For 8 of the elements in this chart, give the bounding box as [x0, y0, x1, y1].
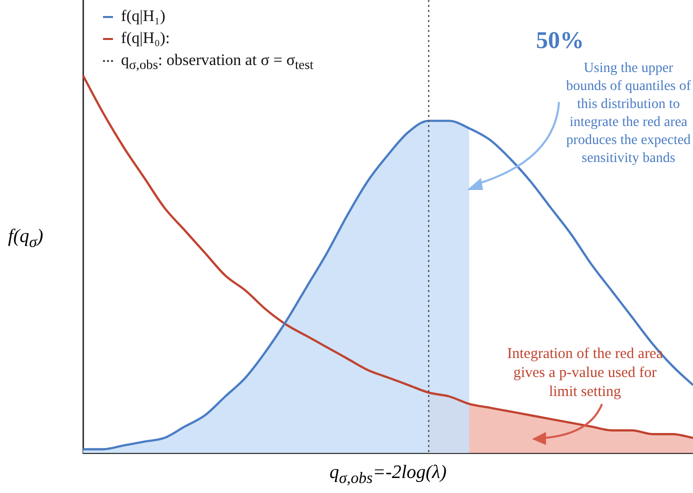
legend-label: f(q|H₁)	[121, 8, 166, 25]
x-axis-title: q$_{σ,obs}$=-2log(λ)	[328, 462, 448, 488]
legend-label: f(q|H₀):	[121, 30, 170, 47]
text: q$_{σ,obs}$: observation at σ = σ$_{test}$	[121, 52, 314, 72]
annotation: Using the upper bounds of quantiles of this distribution to integrate the red area produces the expected sensitivity bands	[566, 60, 691, 168]
annotation: Integration of the red area gives a p-value used for limit setting	[506, 345, 664, 402]
y-axis-title: f(q$_{σ}$)	[8, 226, 44, 252]
text: 50%	[535, 28, 585, 54]
